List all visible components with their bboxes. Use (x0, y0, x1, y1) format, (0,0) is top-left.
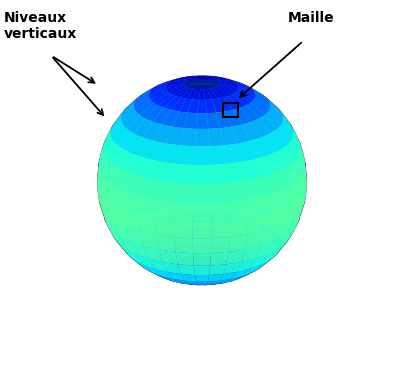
Bar (223, 103, 238, 117)
Text: Maille: Maille (288, 11, 334, 25)
Text: Niveaux
verticaux: Niveaux verticaux (4, 11, 77, 41)
